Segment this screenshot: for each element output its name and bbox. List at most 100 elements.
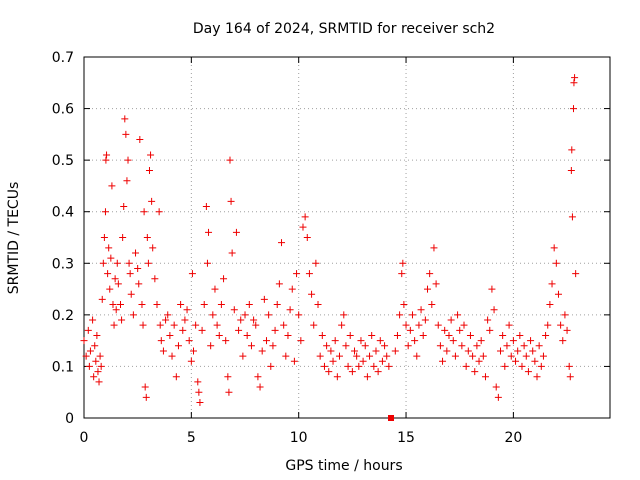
data-point — [111, 275, 119, 283]
data-point — [338, 321, 346, 329]
data-point — [181, 316, 189, 324]
data-point — [86, 347, 94, 355]
data-point — [147, 151, 155, 159]
data-point — [400, 301, 408, 309]
data-point — [436, 342, 444, 350]
data-point — [458, 342, 466, 350]
data-point — [90, 373, 98, 381]
data-point — [355, 362, 363, 370]
data-point — [262, 337, 270, 345]
data-point — [164, 311, 172, 319]
data-point — [566, 373, 574, 381]
data-point — [351, 347, 359, 355]
data-point — [398, 270, 406, 278]
data-point — [406, 326, 414, 334]
data-point — [449, 337, 457, 345]
data-point — [303, 234, 311, 241]
data-point — [428, 301, 436, 309]
data-point — [488, 285, 496, 293]
data-point — [245, 301, 253, 309]
data-point — [172, 373, 180, 381]
data-point — [196, 399, 204, 407]
data-point — [399, 259, 407, 267]
data-point — [542, 331, 550, 339]
gap-marker — [388, 415, 395, 421]
data-point — [548, 280, 556, 288]
data-point — [305, 270, 313, 278]
plot-frame — [83, 56, 611, 419]
data-point — [98, 295, 106, 303]
data-point — [432, 280, 440, 288]
data-point — [183, 306, 191, 314]
data-point — [151, 275, 159, 283]
data-point — [148, 197, 156, 205]
data-point — [280, 321, 288, 329]
data-point — [103, 151, 111, 159]
data-point — [426, 270, 434, 278]
data-point — [211, 285, 219, 293]
data-point — [100, 234, 108, 241]
data-point — [366, 352, 374, 360]
data-point — [509, 337, 517, 345]
data-point — [445, 331, 453, 339]
data-point — [563, 326, 571, 334]
data-point — [430, 244, 438, 252]
data-point — [95, 378, 103, 386]
data-point — [140, 208, 148, 216]
data-point — [477, 337, 485, 345]
data-point — [572, 270, 580, 278]
data-point — [570, 105, 578, 113]
data-point — [213, 321, 221, 329]
data-point — [145, 166, 153, 174]
data-point — [224, 373, 232, 381]
y-tick-label: 0.7 — [52, 50, 74, 66]
data-point — [516, 331, 524, 339]
data-point — [486, 326, 494, 334]
data-point — [462, 362, 470, 370]
data-point — [284, 331, 292, 339]
data-point — [84, 326, 92, 334]
data-point — [195, 388, 203, 396]
data-point — [557, 321, 565, 329]
data-point — [492, 383, 500, 391]
data-point — [464, 347, 472, 355]
data-point — [192, 321, 200, 329]
data-point — [293, 270, 301, 278]
data-point — [179, 326, 187, 334]
data-point — [537, 362, 545, 370]
data-point — [119, 234, 127, 241]
data-point — [241, 311, 249, 319]
data-point — [518, 362, 526, 370]
data-point — [162, 316, 170, 324]
data-point — [568, 146, 576, 154]
data-points — [80, 74, 580, 421]
data-point — [374, 368, 382, 376]
data-point — [129, 311, 137, 319]
data-point — [359, 357, 367, 365]
data-point — [92, 357, 100, 365]
data-point — [269, 342, 277, 350]
data-point — [110, 321, 118, 329]
data-point — [494, 393, 502, 401]
data-point — [314, 301, 322, 309]
data-point — [232, 228, 240, 236]
data-point — [312, 259, 320, 267]
data-point — [121, 115, 129, 123]
y-tick-label: 0.1 — [52, 359, 74, 375]
data-point — [222, 337, 230, 345]
data-point — [424, 285, 432, 293]
data-point — [335, 352, 343, 360]
data-point — [254, 373, 262, 381]
data-point — [514, 347, 522, 355]
x-tick-label: 20 — [504, 430, 522, 446]
data-point — [533, 373, 541, 381]
data-point — [144, 259, 152, 267]
data-point — [325, 368, 333, 376]
data-point — [348, 368, 356, 376]
data-point — [149, 244, 157, 252]
data-point — [524, 368, 532, 376]
data-point — [342, 342, 350, 350]
data-point — [490, 306, 498, 314]
data-point — [308, 290, 316, 298]
data-point — [290, 357, 298, 365]
